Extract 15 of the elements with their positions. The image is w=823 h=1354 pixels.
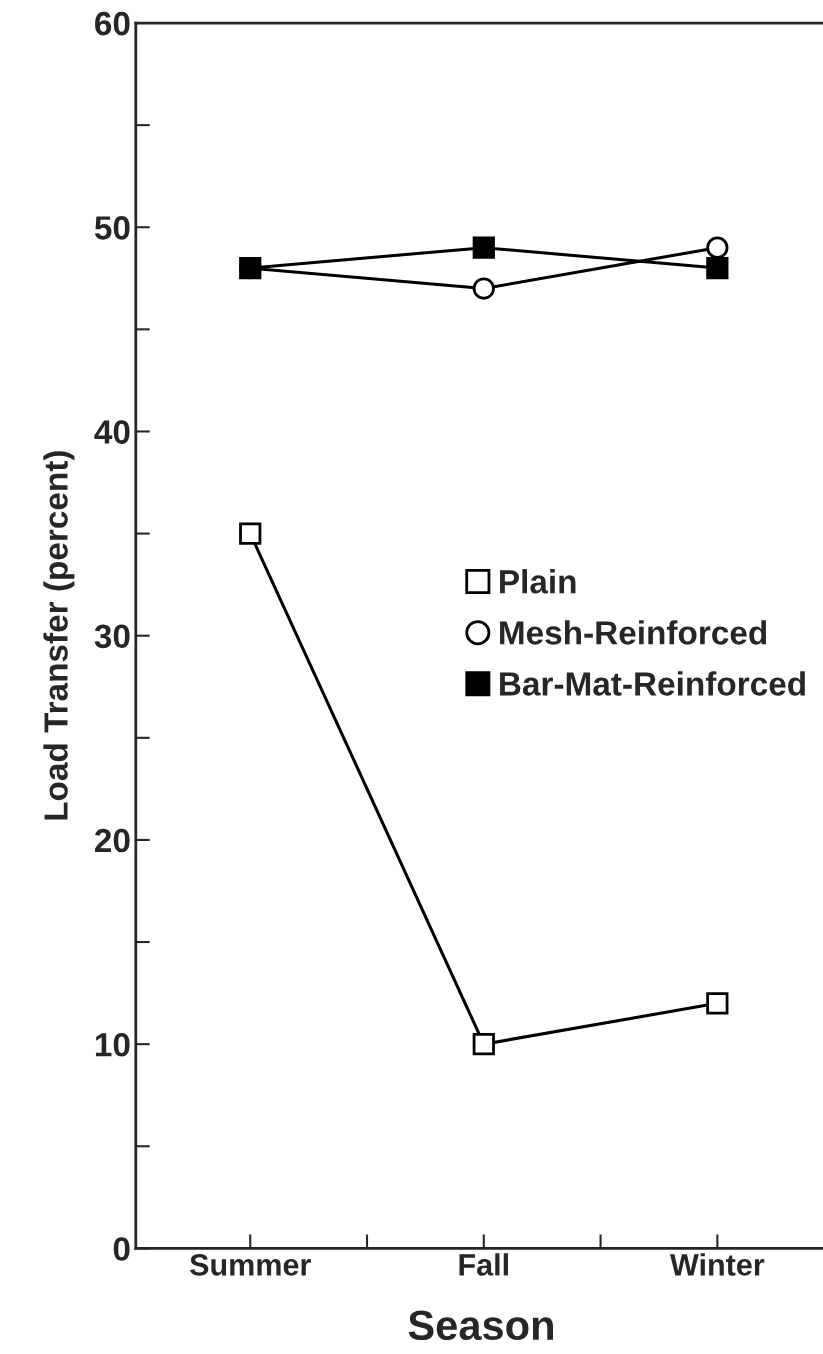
legend-label: Mesh-Reinforced	[500, 620, 767, 645]
legend-label: Bar-Mat-Reinforced	[500, 671, 805, 696]
y-tick-label: 30	[94, 624, 130, 649]
y-tick-label: 60	[95, 11, 130, 36]
y-tick-label: 20	[95, 828, 130, 853]
y-tick-label: 10	[95, 1032, 130, 1057]
x-tick-label: Fall	[459, 1253, 508, 1276]
x-axis-title: Season	[408, 1310, 553, 1341]
y-tick-label: 50	[94, 216, 130, 240]
y-tick-label: 40	[94, 420, 130, 444]
legend-label: Plain	[500, 569, 576, 594]
x-tick-label: Winter	[669, 1253, 765, 1276]
y-axis-title: Load Transfer (percent)	[43, 451, 75, 820]
x-tick-label: Summer	[189, 1254, 311, 1276]
y-tick-label: 0	[113, 1237, 130, 1261]
